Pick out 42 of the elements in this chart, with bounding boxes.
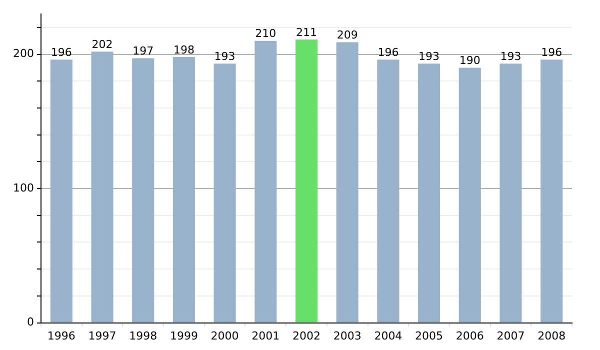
data-label: 196 [541, 46, 562, 60]
x-tick-label: 2000 [210, 329, 239, 342]
data-label: 193 [418, 50, 440, 64]
bar [50, 60, 72, 322]
data-label: 202 [92, 38, 113, 51]
x-tick-label: 1999 [170, 329, 198, 342]
data-label: 210 [255, 27, 276, 40]
x-tick-label: 1998 [129, 329, 158, 342]
x-tick-label: 2005 [415, 329, 444, 342]
x-tick-label: 2002 [292, 329, 320, 342]
data-label: 198 [173, 43, 194, 56]
bar [254, 40, 277, 322]
data-label: 196 [50, 46, 72, 60]
data-label: 193 [500, 50, 522, 64]
bar [91, 52, 114, 322]
x-tick-label: 2007 [496, 329, 525, 342]
x-tick-label: 1997 [88, 329, 116, 342]
y-tick-label: 100 [12, 181, 34, 194]
bar [377, 60, 400, 322]
data-label: 197 [132, 44, 154, 58]
y-tick-label: 0 [26, 316, 34, 329]
x-tick-label: 2001 [252, 329, 280, 342]
bar [132, 58, 154, 322]
x-tick-label: 2004 [374, 329, 402, 342]
bar [336, 42, 358, 322]
data-label: 193 [214, 50, 236, 64]
bar [295, 40, 318, 322]
x-tick-label: 1996 [47, 329, 76, 342]
x-tick-label: 2008 [538, 329, 566, 342]
x-tick-label: 2006 [456, 329, 484, 342]
y-tick-label: 200 [12, 47, 34, 60]
data-label: 196 [378, 46, 399, 60]
data-label: 211 [296, 26, 317, 39]
x-tick-label: 2003 [333, 329, 362, 342]
data-label: 209 [336, 28, 358, 42]
bar [172, 56, 195, 322]
bar [540, 60, 563, 322]
bar [458, 68, 481, 322]
bar [418, 64, 440, 322]
bar [214, 64, 236, 322]
bar [500, 64, 522, 322]
data-label: 190 [459, 54, 480, 68]
